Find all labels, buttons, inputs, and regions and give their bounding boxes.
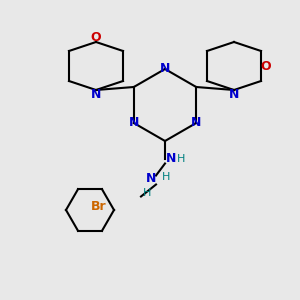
Text: H: H xyxy=(143,188,151,199)
Text: N: N xyxy=(191,116,201,130)
Text: Br: Br xyxy=(91,200,107,214)
Text: N: N xyxy=(129,116,139,130)
Text: N: N xyxy=(146,172,157,185)
Text: O: O xyxy=(260,59,271,73)
Text: H: H xyxy=(162,172,171,182)
Text: O: O xyxy=(91,31,101,44)
Text: N: N xyxy=(91,88,101,101)
Text: N: N xyxy=(229,88,239,101)
Text: H: H xyxy=(177,154,186,164)
Text: N: N xyxy=(160,62,170,76)
Text: N: N xyxy=(166,152,176,166)
